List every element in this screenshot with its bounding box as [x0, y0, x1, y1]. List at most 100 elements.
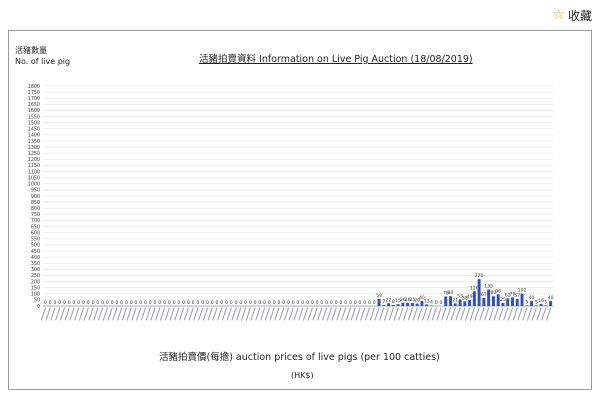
x-tick-label	[250, 307, 256, 321]
chart-title: 活豬拍賣資料 Information on Live Pig Auction (…	[199, 54, 473, 65]
data-label: 0	[258, 300, 261, 306]
x-tick-label	[331, 307, 337, 321]
x-tick-label	[207, 307, 213, 321]
x-tick-label	[393, 307, 399, 321]
data-label: 0	[211, 300, 214, 306]
data-label: 0	[263, 300, 266, 306]
y-tick-label: 950	[31, 188, 40, 194]
bar	[453, 303, 457, 306]
x-tick-label	[512, 307, 518, 321]
data-label: 22	[386, 297, 392, 303]
x-tick-label	[193, 307, 199, 321]
data-label: 0	[354, 300, 357, 306]
bar	[472, 291, 476, 306]
bar	[487, 289, 491, 306]
data-label: 0	[320, 300, 323, 306]
x-tick-label	[398, 307, 404, 321]
x-tick-label	[202, 307, 208, 321]
data-label: 0	[115, 300, 118, 306]
y-tick-label: 400	[31, 255, 40, 261]
data-label: 0	[297, 300, 300, 306]
bar	[534, 305, 538, 306]
bar	[520, 293, 524, 306]
data-label: 25	[409, 297, 415, 303]
x-tick-label	[212, 307, 218, 321]
bar	[449, 296, 453, 306]
x-tick-label	[474, 307, 480, 321]
x-tick-label	[131, 307, 137, 321]
data-label: 0	[53, 300, 56, 306]
y-tick-label: 1000	[28, 182, 40, 188]
data-label: 25	[500, 297, 506, 303]
bar	[511, 297, 514, 306]
data-label: 53	[457, 294, 463, 300]
y-tick-label: 1450	[28, 127, 40, 133]
x-tick-label	[484, 307, 490, 321]
x-tick-label	[226, 307, 232, 321]
y-tick-label: 0	[37, 304, 40, 310]
x-tick-label	[245, 307, 251, 321]
data-label: 0	[73, 300, 76, 306]
data-label: 135	[484, 284, 493, 290]
x-tick-label	[283, 307, 290, 321]
data-label: 21	[452, 297, 458, 303]
y-axis-label-en: No. of live pig	[15, 57, 71, 66]
data-label: 0	[368, 300, 371, 306]
x-tick-label	[317, 307, 323, 321]
x-tick-label	[88, 307, 94, 321]
x-tick-label	[183, 307, 189, 321]
data-label: 0	[125, 300, 128, 306]
data-label: 0	[92, 300, 95, 306]
bar	[515, 299, 519, 306]
chart-frame: 活豬數量 No. of live pig 活豬拍賣資料 Information …	[8, 30, 592, 390]
data-label: 0	[63, 300, 66, 306]
x-tick-label	[379, 307, 385, 321]
x-tick-label	[145, 307, 151, 321]
data-label: 0	[277, 300, 280, 306]
x-tick-label	[50, 307, 56, 321]
data-label: 78	[443, 290, 449, 296]
x-tick-label	[426, 307, 433, 321]
data-label: 40	[529, 295, 535, 301]
x-tick-label	[503, 307, 509, 321]
data-label: 0	[120, 300, 123, 306]
y-tick-label: 100	[31, 292, 40, 298]
data-label: 0	[139, 300, 142, 306]
data-label: 0	[101, 300, 104, 306]
x-tick-label	[531, 307, 537, 321]
x-tick-label	[403, 307, 409, 321]
x-axis-unit: (HK$)	[291, 371, 314, 380]
data-label: 0	[249, 300, 252, 306]
data-label: 20	[414, 298, 420, 304]
x-tick-label	[522, 307, 528, 321]
data-label: 57	[514, 293, 520, 299]
data-label: 0	[154, 300, 157, 306]
x-tick-label	[326, 307, 332, 321]
x-tick-label	[269, 307, 275, 321]
data-label: 0	[292, 300, 295, 306]
data-label: 59	[376, 293, 382, 299]
bar	[530, 301, 534, 306]
data-label: 0	[301, 300, 304, 306]
x-tick-label	[279, 307, 285, 321]
y-tick-label: 1500	[28, 120, 40, 126]
x-tick-label	[274, 307, 280, 321]
data-label: 80	[490, 290, 496, 296]
favorite-button[interactable]: ☆ 收藏	[552, 6, 592, 24]
bar	[544, 305, 548, 306]
x-tick-label	[255, 307, 261, 321]
x-tick-label	[445, 307, 452, 321]
y-tick-label: 1100	[28, 169, 40, 175]
x-tick-label	[460, 307, 466, 321]
x-tick-label	[322, 307, 328, 321]
data-label: 96	[495, 288, 501, 294]
x-tick-label	[179, 307, 185, 321]
x-tick-label	[169, 307, 175, 321]
y-tick-label: 250	[31, 273, 40, 279]
data-label: 0	[158, 300, 161, 306]
data-label: 120	[470, 285, 479, 291]
x-tick-label	[364, 307, 371, 321]
data-label: 16	[538, 298, 544, 304]
data-label: 0	[201, 300, 204, 306]
x-tick-label	[498, 307, 504, 321]
